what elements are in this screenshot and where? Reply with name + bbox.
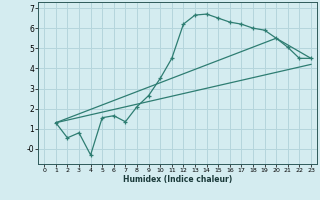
X-axis label: Humidex (Indice chaleur): Humidex (Indice chaleur) [123,175,232,184]
